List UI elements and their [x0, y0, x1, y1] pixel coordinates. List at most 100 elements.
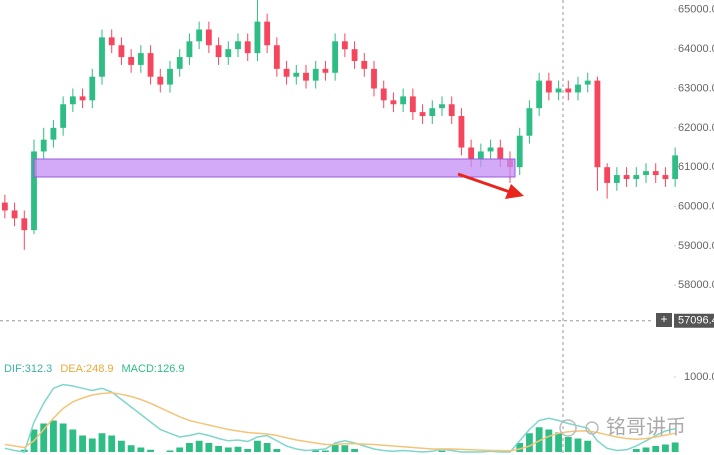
candle-body: [536, 80, 543, 109]
macd-bar: [234, 446, 242, 452]
macd-bar: [244, 449, 252, 452]
macd-bar: [50, 420, 57, 452]
macd-bar: [545, 429, 553, 452]
macd-bar: [632, 449, 640, 452]
candle-body: [176, 57, 183, 69]
candle-body: [167, 68, 173, 85]
macd-bar: [331, 444, 339, 452]
macd-bar: [254, 440, 261, 452]
macd-bar: [642, 447, 650, 452]
candle-body: [273, 45, 280, 69]
candle-body: [516, 135, 523, 168]
y-tick-label: 64000.0: [678, 43, 714, 55]
macd-bar: [118, 440, 125, 452]
add-icon[interactable]: +: [660, 312, 667, 326]
macd-bar: [166, 450, 174, 452]
candle-body: [497, 147, 504, 160]
candle-body: [196, 29, 203, 42]
candle-body: [293, 72, 300, 77]
candle-body: [361, 60, 368, 69]
candle-body: [99, 37, 105, 77]
macd-bar: [137, 447, 145, 452]
candle-body: [118, 45, 125, 58]
macd-bar: [351, 449, 358, 452]
macd-bar: [263, 443, 271, 452]
y-tick-label: 63000.0: [678, 82, 714, 94]
macd-bar: [108, 435, 116, 452]
macd-bar: [127, 445, 135, 452]
crosshair-price-label: 57096.4: [678, 315, 714, 327]
watermark-text: 铭哥讲币: [606, 415, 686, 438]
candle-body: [89, 76, 96, 101]
macd-bar: [224, 447, 232, 452]
candle-body: [147, 53, 154, 77]
candle-body: [303, 72, 309, 81]
candle-body: [332, 41, 339, 73]
macd-bar: [584, 440, 592, 452]
support-zone: [33, 158, 516, 178]
y-tick-label: 61000.0: [678, 161, 714, 173]
macd-bar: [516, 443, 524, 452]
candle-body: [390, 100, 397, 105]
red-arrow: [457, 172, 524, 199]
candle-body: [545, 80, 552, 93]
arrow-shaft: [457, 172, 511, 194]
candle-body: [312, 68, 319, 81]
candle-body: [341, 41, 348, 50]
add-button[interactable]: [656, 313, 672, 327]
macd-bar: [69, 429, 77, 452]
macd-bar: [535, 427, 543, 452]
indicator-label: MACD:126.9: [122, 363, 185, 375]
macd-bar: [341, 445, 349, 452]
candle-body: [322, 68, 329, 73]
candle-body: [371, 68, 377, 89]
candle-body: [477, 151, 484, 160]
candle-body: [487, 147, 494, 152]
candle-body: [468, 147, 475, 160]
candle-body: [672, 155, 679, 179]
candle-body: [565, 88, 572, 93]
candle-body: [409, 96, 416, 113]
crosshair-price-box: [674, 313, 714, 328]
macd-bar: [147, 449, 154, 452]
candle-body: [128, 57, 135, 65]
candle-body: [31, 151, 37, 231]
candle-body: [69, 96, 76, 105]
macd-bar: [564, 437, 572, 452]
y-tick-label: 59000.0: [678, 240, 714, 252]
candle-body: [40, 139, 47, 152]
y-tick-label: 1000.0: [684, 371, 714, 383]
y-tick-label: 58000.0: [678, 279, 714, 291]
macd-bar: [205, 443, 213, 452]
macd-bar: [79, 435, 86, 452]
candle-body: [60, 104, 67, 128]
candle-body: [448, 104, 455, 117]
macd-bar: [88, 438, 96, 452]
macd-bar: [322, 450, 329, 452]
candle-body: [186, 41, 193, 58]
candle-body: [351, 49, 358, 61]
macd-bar: [215, 446, 222, 452]
candle-body: [205, 29, 212, 46]
macd-bar: [40, 423, 48, 452]
candle-body: [584, 80, 591, 85]
candle-body: [79, 96, 86, 101]
y-tick-label: 60000.0: [678, 200, 714, 212]
candle-body: [235, 41, 241, 50]
candle-body: [662, 175, 669, 179]
candle-body: [11, 210, 18, 219]
macd-line: [4, 392, 676, 452]
macd-bar: [98, 433, 106, 452]
candle-body: [283, 68, 290, 77]
indicator-label: DIF:312.3: [4, 363, 52, 375]
macd-bar: [312, 450, 320, 452]
macd-bar: [273, 449, 281, 452]
candle-body: [575, 84, 581, 93]
y-tick-label: 65000.0: [678, 4, 714, 16]
candle-body: [594, 80, 601, 168]
candle-body: [380, 88, 387, 101]
candle-body: [458, 116, 465, 148]
candle-body: [419, 112, 426, 117]
